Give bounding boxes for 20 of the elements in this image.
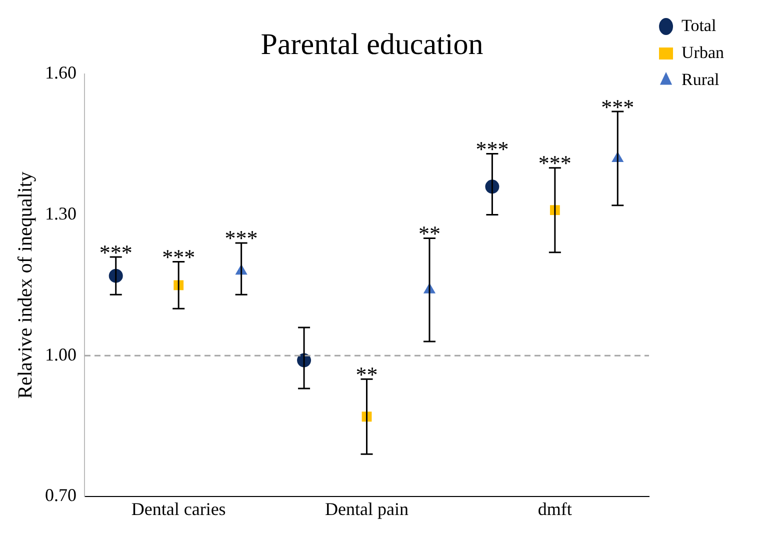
data-label: *** (224, 226, 258, 251)
data-label: ** (356, 362, 378, 387)
data-label: *** (601, 94, 634, 120)
chart-title: Parental education (260, 28, 484, 61)
y-tick-label: 1.30 (45, 204, 76, 224)
y-tick-label: 1.00 (45, 344, 76, 364)
legend-label: Urban (682, 42, 724, 62)
x-tick-label: Dental caries (131, 498, 226, 519)
y-axis-title: Relavive index of inequality (14, 172, 36, 399)
x-tick-label: Dental pain (325, 498, 408, 519)
data-label: *** (538, 150, 572, 176)
data-label: *** (99, 240, 132, 265)
data-label: *** (476, 136, 509, 162)
data-label: ** (418, 221, 440, 246)
y-tick-label: 0.70 (45, 485, 76, 506)
data-label: *** (162, 244, 196, 270)
x-tick-label: dmft (538, 498, 572, 519)
legend-label: Total (682, 16, 716, 35)
legend-label: Rural (682, 70, 720, 89)
y-tick-label: 1.60 (45, 62, 76, 83)
